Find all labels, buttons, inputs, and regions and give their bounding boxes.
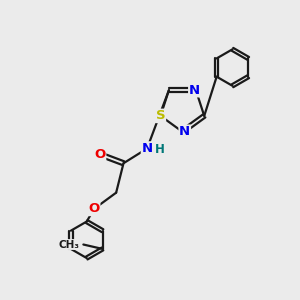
Text: H: H xyxy=(154,143,164,157)
Text: N: N xyxy=(142,142,153,155)
Text: O: O xyxy=(94,148,106,161)
Text: N: N xyxy=(189,84,200,97)
Text: S: S xyxy=(156,110,165,122)
Text: N: N xyxy=(179,125,190,138)
Text: CH₃: CH₃ xyxy=(59,239,80,250)
Text: O: O xyxy=(88,202,100,215)
